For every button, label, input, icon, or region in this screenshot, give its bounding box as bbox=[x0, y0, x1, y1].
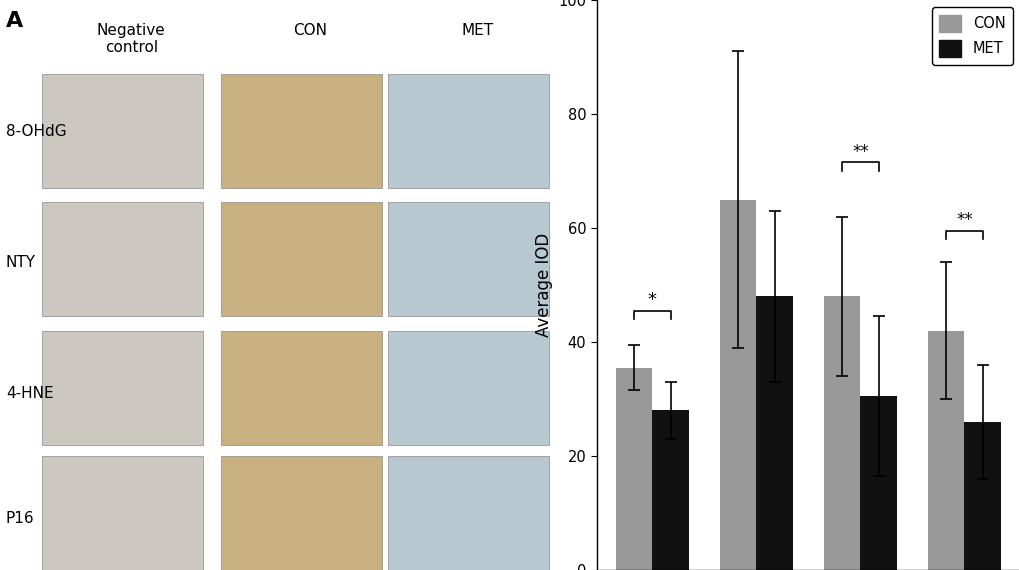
Legend: CON, MET: CON, MET bbox=[931, 7, 1012, 65]
FancyBboxPatch shape bbox=[42, 74, 203, 188]
FancyBboxPatch shape bbox=[42, 331, 203, 445]
Text: MET: MET bbox=[461, 23, 493, 38]
FancyBboxPatch shape bbox=[387, 331, 548, 445]
Text: B: B bbox=[520, 0, 537, 3]
Text: P16: P16 bbox=[6, 511, 35, 526]
Bar bbox=[719, 200, 756, 570]
Bar bbox=[927, 331, 963, 570]
Text: 4-HNE: 4-HNE bbox=[6, 386, 54, 401]
Text: CON: CON bbox=[293, 23, 327, 38]
FancyBboxPatch shape bbox=[387, 456, 548, 570]
Text: Negative
control: Negative control bbox=[97, 23, 165, 55]
Bar bbox=[615, 368, 652, 570]
FancyBboxPatch shape bbox=[387, 202, 548, 316]
FancyBboxPatch shape bbox=[42, 456, 203, 570]
FancyBboxPatch shape bbox=[220, 202, 381, 316]
Text: 8-OHdG: 8-OHdG bbox=[6, 124, 66, 139]
FancyBboxPatch shape bbox=[42, 202, 203, 316]
FancyBboxPatch shape bbox=[220, 331, 381, 445]
Bar bbox=[859, 396, 896, 570]
Text: **: ** bbox=[851, 142, 868, 161]
Text: NTY: NTY bbox=[6, 255, 36, 270]
FancyBboxPatch shape bbox=[220, 456, 381, 570]
Bar bbox=[963, 422, 1000, 570]
Text: *: * bbox=[647, 291, 656, 309]
Bar bbox=[823, 296, 859, 570]
Bar bbox=[652, 410, 688, 570]
Bar bbox=[756, 296, 792, 570]
Y-axis label: Average IOD: Average IOD bbox=[534, 233, 552, 337]
FancyBboxPatch shape bbox=[220, 74, 381, 188]
FancyBboxPatch shape bbox=[387, 74, 548, 188]
Text: A: A bbox=[6, 11, 23, 31]
Text: **: ** bbox=[955, 211, 972, 229]
